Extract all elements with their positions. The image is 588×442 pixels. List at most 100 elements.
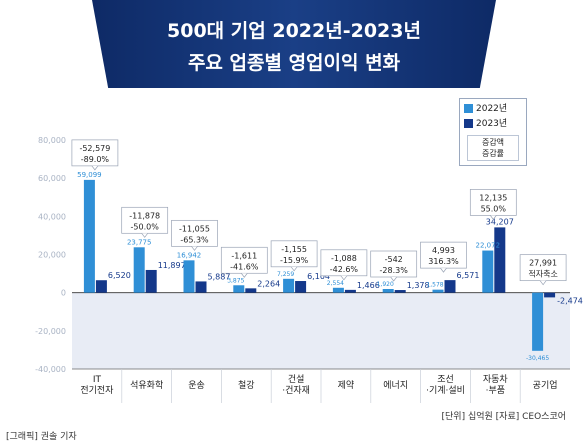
y-tick-label: -20,000 bbox=[35, 327, 66, 336]
bar-2023 bbox=[145, 269, 157, 293]
change-rate: 316.3% bbox=[428, 257, 459, 266]
value-label-2022: 23,775 bbox=[127, 238, 152, 246]
callout-pointer bbox=[241, 273, 248, 278]
bar-2023 bbox=[444, 280, 456, 293]
x-tick-label: 에너지 bbox=[383, 380, 408, 391]
legend-swatch-2022 bbox=[464, 104, 473, 113]
x-tick-label: 자동차 bbox=[483, 373, 509, 385]
value-label-2023: 6,520 bbox=[108, 271, 131, 280]
bar-2022 bbox=[532, 292, 544, 351]
unit-source-note: [단위] 십억원 [자료] CEO스코어 bbox=[441, 412, 566, 422]
bar-2023 bbox=[344, 289, 356, 293]
callout-pointer bbox=[191, 246, 198, 251]
callout-pointer bbox=[440, 267, 447, 273]
value-label-2023: 6,104 bbox=[307, 272, 330, 281]
y-tick-label: -40,000 bbox=[35, 365, 66, 374]
callout-pointer bbox=[91, 165, 99, 171]
bar-2023 bbox=[544, 292, 556, 298]
x-tick-label: 건설 bbox=[288, 374, 305, 385]
change-callout bbox=[469, 189, 517, 216]
bar-2022 bbox=[382, 289, 394, 293]
value-label-2023: 2,264 bbox=[257, 279, 280, 288]
change-rate: -65.3% bbox=[180, 235, 209, 244]
change-rate: -41.6% bbox=[230, 262, 259, 271]
legend-swatch-2023 bbox=[464, 119, 473, 128]
bar-2023 bbox=[494, 227, 506, 293]
value-label-2023: 1,378 bbox=[407, 281, 430, 290]
bar-2022 bbox=[482, 250, 494, 293]
bar-2023 bbox=[95, 280, 107, 293]
y-tick-label: 0 bbox=[61, 289, 66, 298]
y-tick-label: 60,000 bbox=[38, 174, 66, 183]
value-label-2023: -2,474 bbox=[557, 296, 583, 305]
callout-pointer bbox=[290, 266, 298, 272]
change-callout bbox=[519, 254, 567, 282]
change-rate: -50.0% bbox=[131, 222, 160, 231]
value-label-2023: 5,887 bbox=[208, 272, 231, 281]
callout-pointer bbox=[141, 233, 148, 238]
legend-label-2023: 2023년 bbox=[476, 119, 508, 129]
bar-2022 bbox=[332, 287, 344, 293]
x-tick-label: ·기계·설비 bbox=[426, 384, 465, 396]
negative-region bbox=[72, 292, 570, 369]
change-amount: -11,878 bbox=[129, 211, 160, 220]
bar-2023 bbox=[245, 288, 257, 293]
value-label-2022: 3,875 bbox=[227, 277, 244, 284]
bar-2023 bbox=[295, 281, 307, 293]
value-label-2023: 11,897 bbox=[158, 261, 186, 270]
x-tick-label: ·건자재 bbox=[282, 385, 310, 396]
x-tick-label: ·부품 bbox=[486, 385, 505, 396]
value-label-2022: 22,072 bbox=[476, 242, 501, 250]
change-amount: -542 bbox=[385, 255, 403, 264]
change-rate: 55.0% bbox=[481, 204, 507, 213]
chart-title: 500대 기업 2022년-2023년 bbox=[167, 20, 421, 42]
bar-2023 bbox=[394, 290, 406, 293]
title-banner bbox=[92, 0, 496, 88]
value-label-2022: 7,259 bbox=[277, 271, 294, 278]
y-tick-label: 80,000 bbox=[38, 136, 66, 145]
change-amount: -1,088 bbox=[331, 254, 357, 263]
value-label-2023: 34,207 bbox=[486, 217, 514, 226]
legend: 2022년 2023년 증감액 증감률 bbox=[459, 98, 527, 166]
x-tick-label: 석유화학 bbox=[130, 380, 163, 391]
x-tick-label: 공기업 bbox=[533, 380, 558, 391]
bar-2023 bbox=[195, 281, 207, 293]
legend-label-2022: 2022년 bbox=[476, 104, 508, 114]
change-callout bbox=[370, 250, 418, 278]
change-callout bbox=[220, 246, 268, 274]
callout-pointer bbox=[490, 215, 497, 220]
bar-2022 bbox=[83, 179, 95, 293]
callout-pointer bbox=[539, 280, 547, 286]
chart-subtitle: 주요 업종별 영업이익 변화 bbox=[187, 52, 401, 74]
legend-item-2023: 2023년 bbox=[464, 118, 507, 130]
bar-2022 bbox=[283, 278, 295, 293]
change-amount: -1,155 bbox=[281, 245, 307, 254]
x-tick-label: 철강 bbox=[238, 380, 255, 391]
change-amount: -11,055 bbox=[179, 224, 210, 233]
callout-pointer bbox=[340, 275, 348, 281]
y-tick-label: 20,000 bbox=[38, 251, 66, 260]
change-callout bbox=[270, 240, 318, 268]
change-amount: 27,991 bbox=[529, 259, 557, 268]
bar-2022 bbox=[183, 260, 195, 293]
x-tick-label: 조선 bbox=[437, 374, 454, 385]
value-label-2022: -30,465 bbox=[526, 355, 549, 362]
x-tick-label: 제약 bbox=[338, 379, 355, 391]
change-callout bbox=[320, 249, 368, 277]
value-label-2023: 6,571 bbox=[457, 271, 480, 280]
legend-note-amount: 증감액 bbox=[481, 138, 505, 147]
bar-2022 bbox=[233, 285, 245, 293]
value-label-2022: 1,578 bbox=[426, 282, 443, 289]
value-label-2022: 16,942 bbox=[177, 251, 202, 259]
value-label-2023: 1,466 bbox=[357, 281, 380, 290]
change-amount: -1,611 bbox=[231, 251, 257, 260]
value-label-2022: 2,554 bbox=[327, 280, 344, 287]
change-rate: 적자축소 bbox=[528, 269, 557, 279]
bar-2022 bbox=[133, 247, 145, 293]
change-amount: 12,135 bbox=[479, 193, 507, 202]
value-label-2022: 1,920 bbox=[377, 281, 394, 288]
graphic-credit: [그래픽] 권솔 기자 bbox=[6, 432, 77, 442]
legend-note: 증감액 증감률 bbox=[467, 135, 519, 161]
legend-note-rate: 증감률 bbox=[481, 149, 505, 158]
value-label-2022: 59,099 bbox=[77, 171, 102, 179]
